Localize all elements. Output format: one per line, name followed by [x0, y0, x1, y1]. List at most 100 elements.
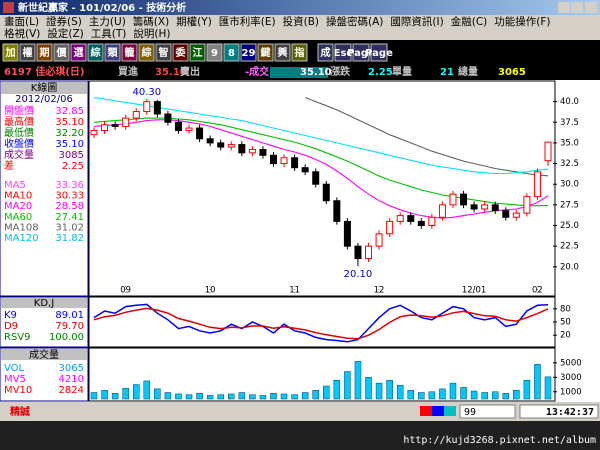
volume-bar — [439, 388, 446, 400]
candle-body — [164, 113, 172, 123]
status-box — [420, 406, 432, 416]
candle-body — [217, 142, 225, 148]
menu-item[interactable]: 畫面(L) — [4, 15, 39, 28]
candle-body — [470, 204, 478, 210]
toolbar-label: 指 — [295, 46, 305, 59]
toolbar-label: 權 — [23, 46, 33, 59]
toolbar-button[interactable] — [274, 43, 291, 62]
toolbar-label: 29 — [242, 48, 256, 59]
y-tick-label: 20.0 — [560, 262, 579, 272]
menu-item[interactable]: 工具(T) — [91, 28, 127, 40]
candle-body — [544, 141, 552, 162]
volume-bar — [449, 382, 457, 400]
menu-item[interactable]: 籌碼(X) — [133, 15, 169, 28]
panel-value: 2.25 — [62, 161, 84, 172]
toolbar-button[interactable] — [36, 43, 53, 62]
volume-bar — [375, 382, 383, 400]
toolbar-label: Page — [365, 48, 393, 59]
minimize-button[interactable] — [558, 2, 570, 13]
candle-body — [291, 157, 299, 169]
candle-body — [417, 220, 425, 227]
menu-item[interactable]: 設定(Z) — [47, 27, 83, 40]
toolbar-button[interactable] — [223, 43, 240, 62]
candle-body — [122, 117, 130, 127]
panel-label: 最低價 — [4, 126, 34, 139]
toolbar-button[interactable] — [104, 43, 121, 62]
panel-label: 差 — [4, 159, 14, 172]
volume-bar — [312, 390, 319, 400]
volume-bar — [259, 395, 267, 400]
candle-body — [174, 121, 182, 132]
volume-bar — [154, 388, 161, 400]
panel-value: 32.85 — [55, 106, 84, 117]
menu-item[interactable]: 證券(S) — [46, 15, 82, 28]
toolbar-button[interactable] — [121, 43, 138, 62]
candle-body — [101, 124, 109, 132]
chart-area — [0, 80, 600, 402]
panel-label: MA5 — [4, 180, 26, 191]
menu-item[interactable]: 期權(Y) — [176, 15, 212, 28]
candle-body — [280, 157, 288, 165]
volume-bar — [217, 394, 224, 400]
candle-body — [428, 216, 436, 227]
volume-bar — [502, 392, 510, 400]
toolbar-label: 成 — [321, 46, 331, 59]
toolbar-button[interactable] — [370, 43, 388, 62]
candle-body — [533, 171, 541, 198]
toolbar-label: 智 — [159, 46, 169, 59]
toolbar-button[interactable] — [2, 43, 19, 62]
candle-body — [375, 233, 383, 247]
price-annotation: 20.10 — [344, 269, 373, 280]
toolbar-button[interactable] — [87, 43, 104, 62]
toolbar-button[interactable] — [257, 43, 274, 62]
x-tick-label: 12 — [374, 286, 385, 296]
menu-item[interactable]: 金融(C) — [451, 15, 488, 28]
toolbar-button[interactable] — [19, 43, 36, 62]
line-series — [93, 96, 549, 175]
y-tick-label: 30.0 — [560, 180, 579, 190]
toolbar-button[interactable] — [70, 43, 87, 62]
candle-body — [354, 245, 362, 260]
maximize-button[interactable] — [571, 2, 583, 13]
menu-item[interactable]: 匯市利率(E) — [219, 15, 276, 28]
toolbar-button[interactable] — [138, 43, 155, 62]
candle-body — [185, 127, 193, 132]
toolbar-button[interactable] — [206, 43, 223, 62]
x-tick-label: 10 — [205, 286, 216, 296]
toolbar-button[interactable] — [155, 43, 172, 62]
menu-item[interactable]: 國際資訊(I) — [390, 15, 443, 28]
toolbar-button[interactable] — [240, 43, 257, 62]
y-tick-label: 50 — [560, 318, 571, 328]
toolbar-label: 江 — [193, 46, 203, 59]
close-button[interactable] — [585, 2, 597, 13]
toolbar-button[interactable] — [317, 43, 334, 62]
menu-item[interactable]: 投資(B) — [283, 15, 319, 28]
toolbar-button[interactable] — [172, 43, 189, 62]
quote-field: 6197 佳必琪(日) — [4, 65, 84, 78]
toolbar-button[interactable] — [291, 43, 308, 62]
menu-item[interactable]: 操盤密碼(A) — [326, 15, 383, 28]
menu-item[interactable]: 功能操作(F) — [494, 15, 550, 28]
clock: 13:42:37 — [546, 407, 594, 418]
kline-panel — [0, 80, 89, 297]
toolbar-label: 興 — [278, 46, 288, 59]
toolbar-button[interactable] — [189, 43, 206, 62]
menu-item[interactable]: 主力(U) — [89, 15, 126, 28]
menu-item[interactable]: 格視(V) — [4, 27, 40, 40]
line-series — [93, 303, 549, 343]
toolbar-button[interactable] — [334, 43, 352, 62]
volume-bar — [175, 393, 182, 400]
panel-label: VOL — [4, 363, 25, 374]
menu-item[interactable]: 說明(H) — [133, 27, 170, 40]
toolbar-label: 價 — [56, 46, 68, 59]
toolbar-label: Page — [347, 48, 375, 59]
candle-body — [206, 138, 214, 144]
panel-value: 32.20 — [55, 128, 84, 139]
toolbar-label: 加 — [5, 46, 16, 59]
candle-body — [343, 220, 351, 247]
toolbar-button[interactable] — [53, 43, 70, 62]
menu-bar — [0, 15, 600, 40]
toolbar-button[interactable] — [352, 43, 370, 62]
x-tick-label: 12/01 — [462, 286, 487, 296]
